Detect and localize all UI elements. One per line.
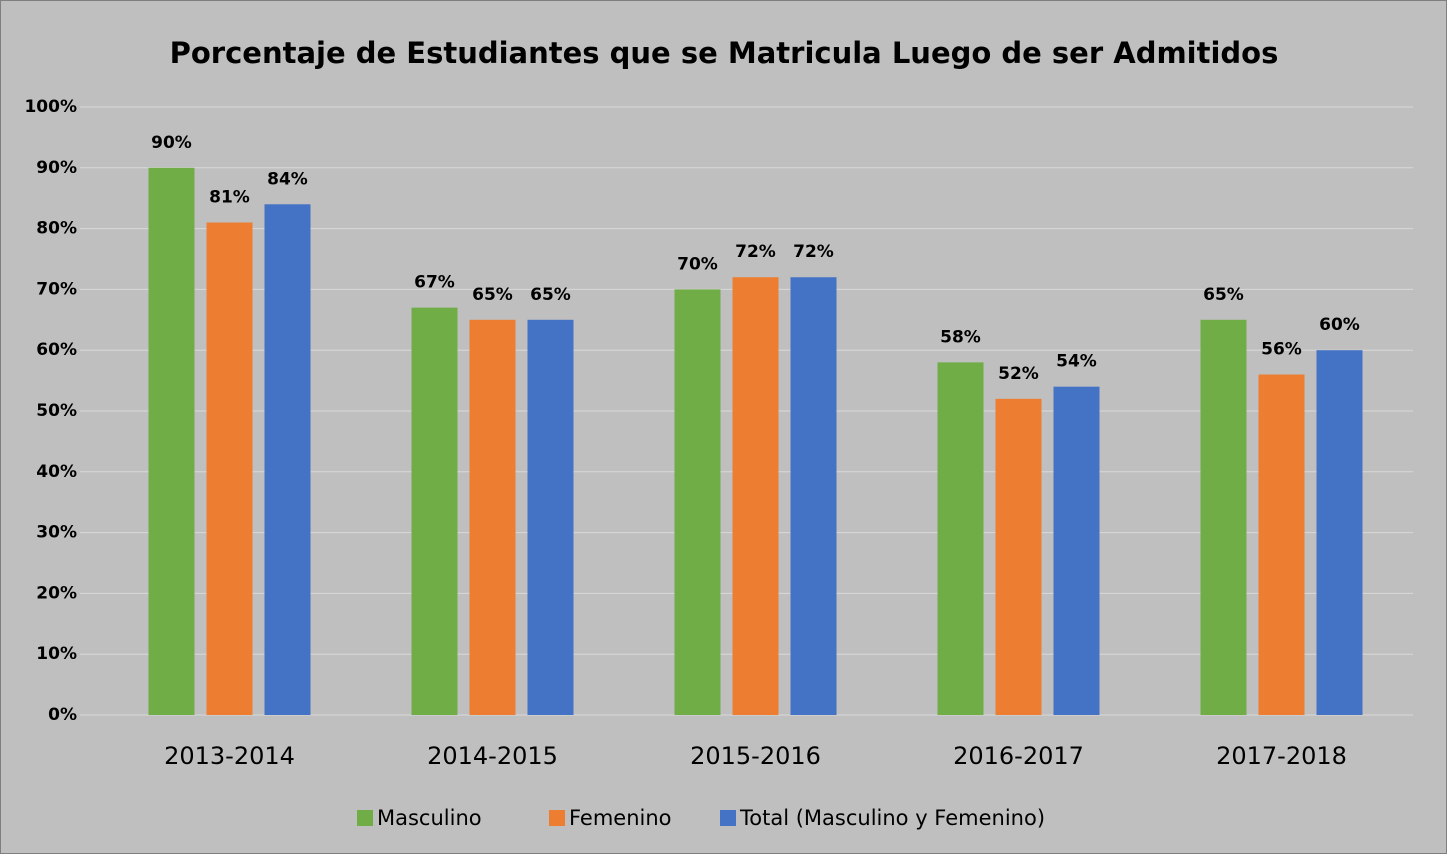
legend-label: Femenino bbox=[569, 806, 672, 830]
x-tick-label: 2014-2015 bbox=[427, 742, 558, 770]
data-label: 70% bbox=[677, 254, 718, 274]
data-label: 52% bbox=[998, 364, 1039, 384]
data-label: 72% bbox=[735, 242, 776, 262]
bar bbox=[1053, 386, 1100, 715]
y-tick-label: 50% bbox=[36, 401, 77, 421]
bar bbox=[995, 398, 1042, 715]
legend-swatch bbox=[720, 810, 736, 826]
bar bbox=[148, 167, 195, 716]
bar bbox=[411, 307, 458, 715]
data-label: 72% bbox=[793, 242, 834, 262]
y-tick-label: 20% bbox=[36, 583, 77, 603]
bar bbox=[206, 222, 253, 715]
x-tick-label: 2015-2016 bbox=[690, 742, 821, 770]
bar bbox=[1316, 350, 1363, 715]
bar bbox=[1258, 374, 1305, 715]
bar bbox=[469, 319, 516, 715]
data-label: 65% bbox=[472, 285, 513, 305]
y-tick-label: 0% bbox=[48, 705, 77, 725]
y-tick-label: 10% bbox=[36, 644, 77, 664]
bar bbox=[1200, 319, 1247, 715]
y-tick-label: 80% bbox=[36, 219, 77, 239]
bar bbox=[527, 319, 574, 715]
data-label: 90% bbox=[151, 133, 192, 153]
x-tick-label: 2016-2017 bbox=[953, 742, 1084, 770]
y-tick-label: 90% bbox=[36, 158, 77, 178]
legend-swatch bbox=[549, 810, 565, 826]
data-label: 84% bbox=[267, 169, 308, 189]
bar bbox=[790, 277, 837, 715]
legend-label: Total (Masculino y Femenino) bbox=[739, 806, 1045, 830]
bar bbox=[264, 204, 311, 715]
data-label: 65% bbox=[1203, 285, 1244, 305]
bar bbox=[937, 362, 984, 715]
bar bbox=[674, 289, 721, 715]
bar bbox=[732, 277, 779, 715]
data-label: 81% bbox=[209, 188, 250, 208]
data-label: 65% bbox=[530, 285, 571, 305]
legend-swatch bbox=[357, 810, 373, 826]
chart-title: Porcentaje de Estudiantes que se Matricu… bbox=[170, 36, 1279, 70]
data-label: 56% bbox=[1261, 340, 1302, 360]
y-tick-label: 40% bbox=[36, 462, 77, 482]
x-tick-label: 2017-2018 bbox=[1216, 742, 1347, 770]
y-tick-label: 70% bbox=[36, 279, 77, 299]
y-tick-label: 30% bbox=[36, 523, 77, 543]
data-label: 58% bbox=[940, 327, 981, 347]
legend-label: Masculino bbox=[377, 806, 482, 830]
data-label: 67% bbox=[414, 273, 455, 293]
data-label: 60% bbox=[1319, 315, 1360, 335]
data-label: 54% bbox=[1056, 352, 1097, 372]
y-tick-label: 60% bbox=[36, 340, 77, 360]
x-tick-label: 2013-2014 bbox=[164, 742, 295, 770]
y-tick-label: 100% bbox=[24, 97, 77, 117]
